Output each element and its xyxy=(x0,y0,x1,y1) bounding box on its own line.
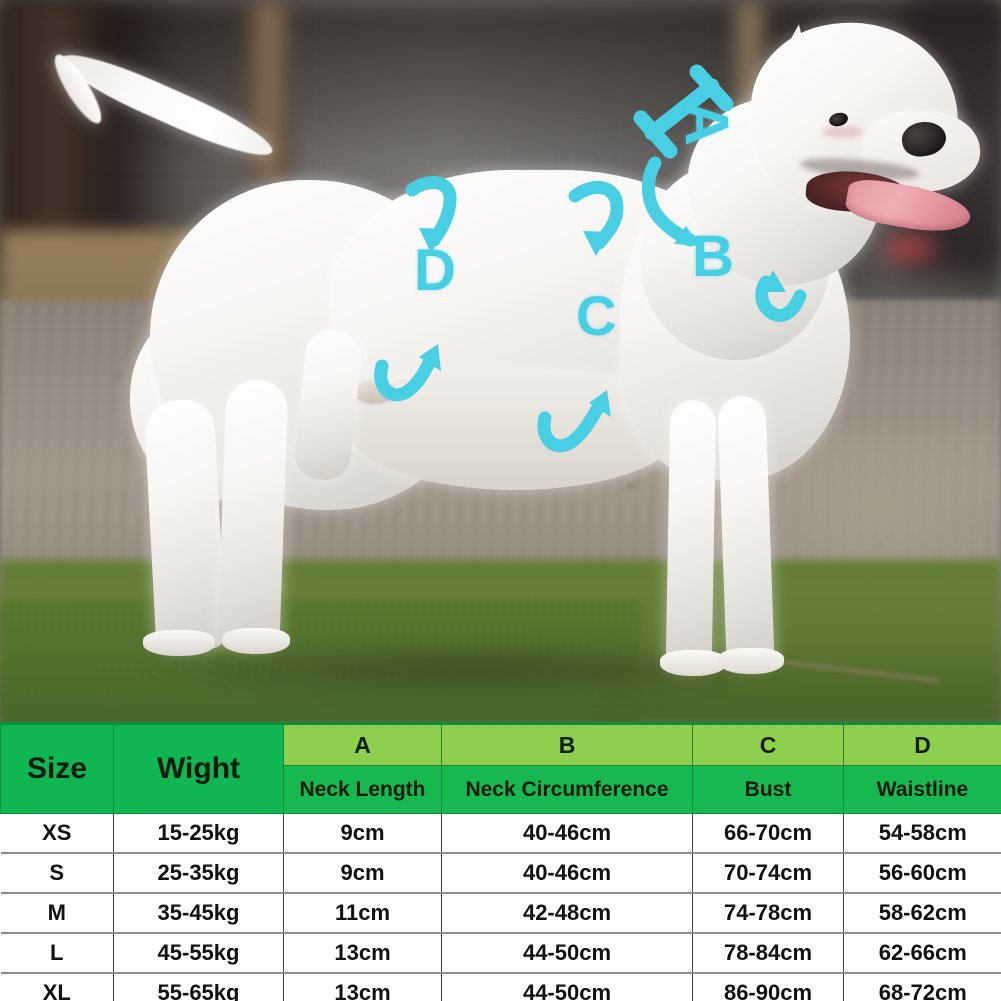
background-doorway xyxy=(0,0,96,260)
header-letter-b: B xyxy=(441,722,693,766)
cell-b: 44-50cm xyxy=(441,933,693,974)
table-row: M 35-45kg 11cm 42-48cm 74-78cm 58-62cm xyxy=(0,893,1001,934)
grass-foreground-lower xyxy=(0,600,640,722)
cell-a: 13cm xyxy=(283,973,442,1001)
size-chart-table: Size Wight A B C D Neck Length Neck Circ… xyxy=(0,722,1001,1001)
dog-figure xyxy=(47,10,983,700)
cell-size: M xyxy=(0,893,114,934)
cell-size: XS xyxy=(0,813,114,854)
dog-front-paw-far xyxy=(660,650,726,676)
table-row: L 45-55kg 13cm 44-50cm 78-84cm 62-66cm xyxy=(0,933,1001,974)
cell-a: 11cm xyxy=(283,893,442,934)
header-weight: Wight xyxy=(113,722,284,814)
cell-c: 66-70cm xyxy=(692,813,844,854)
cell-b: 40-46cm xyxy=(441,853,693,894)
cell-weight: 45-55kg xyxy=(113,933,284,974)
header-letter-d: D xyxy=(843,722,1001,766)
cell-weight: 25-35kg xyxy=(113,853,284,894)
cell-c: 86-90cm xyxy=(692,973,844,1001)
dog-hind-paw-far xyxy=(143,630,215,656)
cell-d: 68-72cm xyxy=(843,973,1001,1001)
cell-size: XL xyxy=(0,973,114,1001)
measurement-label-c: C xyxy=(576,284,617,347)
header-sub-neck-circumference: Neck Circumference xyxy=(441,765,693,814)
header-size: Size xyxy=(0,722,114,814)
background-red-object xyxy=(880,230,940,266)
cell-size: L xyxy=(0,933,114,974)
cell-a: 9cm xyxy=(283,853,442,894)
dog-hind-paw-near xyxy=(222,628,290,654)
cell-b: 44-50cm xyxy=(441,973,693,1001)
cell-b: 40-46cm xyxy=(441,813,693,854)
bust-arrowhead-bottom-icon xyxy=(589,390,611,417)
table-header-row-subs: Neck Length Neck Circumference Bust Wais… xyxy=(1,765,1001,814)
header-letter-c: C xyxy=(692,722,844,766)
cell-a: 9cm xyxy=(283,813,442,854)
cell-c: 74-78cm xyxy=(692,893,844,934)
neck-circumference-arrowhead-lower-icon xyxy=(762,270,786,292)
cell-b: 42-48cm xyxy=(441,893,693,934)
measurement-label-a: A xyxy=(670,99,742,147)
measurement-label-b: B xyxy=(692,224,734,289)
header-letter-a: A xyxy=(283,722,442,766)
dog-front-paw-near xyxy=(718,648,784,674)
neck-circumference-arrow-lower-icon xyxy=(755,275,807,322)
measurement-overlay xyxy=(374,64,807,453)
waistline-arrowhead-bottom-icon xyxy=(419,344,441,371)
cell-d: 62-66cm xyxy=(843,933,1001,974)
cell-c: 78-84cm xyxy=(692,933,844,974)
neck-circumference-arrowhead-upper-icon xyxy=(674,226,700,246)
header-sub-neck-length: Neck Length xyxy=(283,765,442,814)
header-sub-waistline: Waistline xyxy=(843,765,1001,814)
dog-photo: A B C D xyxy=(0,0,1001,722)
table-row: S 25-35kg 9cm 40-46cm 70-74cm 56-60cm xyxy=(0,853,1001,894)
cell-weight: 35-45kg xyxy=(113,893,284,934)
neck-circumference-arrow-upper-icon xyxy=(642,156,697,247)
waistline-arrowhead-top-icon xyxy=(419,228,446,253)
cell-d: 58-62cm xyxy=(843,893,1001,934)
waistline-arrow-bottom-icon xyxy=(374,351,438,402)
cell-weight: 15-25kg xyxy=(113,813,284,854)
cell-size: S xyxy=(0,853,114,894)
table-row: XS 15-25kg 9cm 40-46cm 66-70cm 54-58cm xyxy=(0,813,1001,854)
dog-eye-surround xyxy=(822,126,864,138)
bust-arrowhead-top-icon xyxy=(583,231,610,256)
cell-d: 56-60cm xyxy=(843,853,1001,894)
neck-length-bar-icon xyxy=(633,64,734,159)
cell-weight: 55-65kg xyxy=(113,973,284,1001)
cell-a: 13cm xyxy=(283,933,442,974)
header-sub-bust: Bust xyxy=(692,765,844,814)
cell-c: 70-74cm xyxy=(692,853,844,894)
cell-d: 54-58cm xyxy=(843,813,1001,854)
bust-arrow-bottom-icon xyxy=(537,397,607,453)
measurement-label-d: D xyxy=(414,238,456,303)
table-header-row-letters: Size Wight A B C D xyxy=(0,722,1001,814)
table-row: XL 55-65kg 13cm 44-50cm 86-90cm 68-72cm xyxy=(0,973,1001,1001)
